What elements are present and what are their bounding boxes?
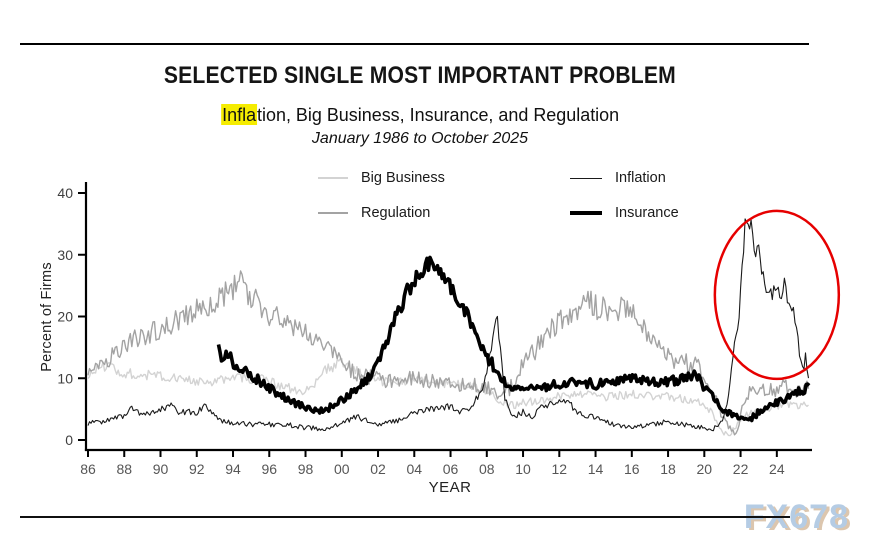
legend-line-inflation <box>570 177 602 179</box>
svg-text:90: 90 <box>153 461 169 477</box>
legend-line-regulation <box>318 212 348 214</box>
svg-text:02: 02 <box>370 461 386 477</box>
svg-text:04: 04 <box>406 461 422 477</box>
svg-text:00: 00 <box>334 461 350 477</box>
chart-subtitle: Inflation, Big Business, Insurance, and … <box>0 104 840 126</box>
svg-text:10: 10 <box>515 461 531 477</box>
y-axis-title: Percent of Firms <box>39 262 55 372</box>
bottom-divider-line <box>20 516 790 518</box>
svg-text:92: 92 <box>189 461 205 477</box>
legend-label-regulation: Regulation <box>361 205 431 221</box>
svg-text:86: 86 <box>80 461 96 477</box>
svg-text:20: 20 <box>57 309 73 325</box>
svg-text:30: 30 <box>57 247 73 263</box>
svg-text:08: 08 <box>479 461 495 477</box>
chart-date-range: January 1986 to October 2025 <box>311 130 529 147</box>
svg-text:18: 18 <box>660 461 676 477</box>
x-axis-title: YEAR <box>428 479 472 496</box>
svg-text:88: 88 <box>116 461 132 477</box>
subtitle-highlight: Infla <box>220 104 257 125</box>
legend-row-1: Big Business Inflation <box>318 167 838 189</box>
svg-text:40: 40 <box>57 185 73 201</box>
legend-label-insurance: Insurance <box>615 205 679 221</box>
svg-text:22: 22 <box>733 461 749 477</box>
svg-text:14: 14 <box>588 461 604 477</box>
svg-text:16: 16 <box>624 461 640 477</box>
page-title: SELECTED SINGLE MOST IMPORTANT PROBLEM <box>0 62 840 90</box>
svg-text:10: 10 <box>57 370 73 386</box>
legend-label-inflation: Inflation <box>615 170 666 186</box>
legend-row-2: Regulation Insurance <box>318 202 838 224</box>
svg-text:94: 94 <box>225 461 241 477</box>
svg-text:0: 0 <box>65 432 73 448</box>
legend-label-big-business: Big Business <box>361 170 445 186</box>
subtitle-rest: tion, Big Business, Insurance, and Regul… <box>256 104 619 125</box>
svg-text:98: 98 <box>298 461 314 477</box>
top-divider-line <box>20 43 809 45</box>
svg-text:96: 96 <box>261 461 277 477</box>
legend-line-insurance <box>570 211 602 215</box>
svg-text:20: 20 <box>697 461 713 477</box>
legend-line-big-business <box>318 177 348 179</box>
svg-text:24: 24 <box>769 461 785 477</box>
svg-text:06: 06 <box>443 461 459 477</box>
chart-title: SELECTED SINGLE MOST IMPORTANT PROBLEM <box>163 62 677 89</box>
chart-legend: Big Business Inflation Regulation Insura… <box>318 167 838 237</box>
svg-text:12: 12 <box>552 461 568 477</box>
